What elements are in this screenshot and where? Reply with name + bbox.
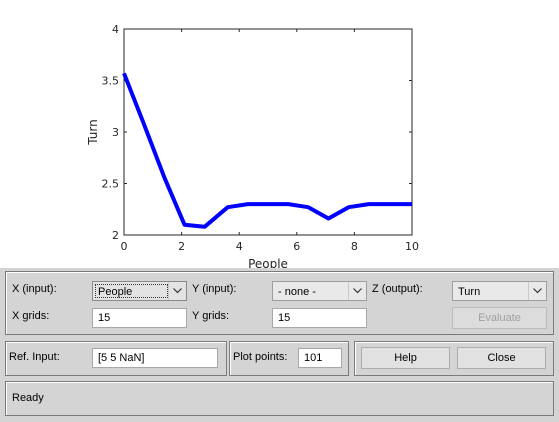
- x-tick-label: 10: [405, 240, 419, 253]
- control-area: X (input): People Y (input): - none - Z …: [0, 268, 559, 422]
- z-output-select-value: Turn: [458, 286, 481, 298]
- x-tick-label: 4: [236, 240, 243, 253]
- x-input-select[interactable]: People: [92, 281, 187, 301]
- x-tick-label: 2: [178, 240, 185, 253]
- x-input-focus-box: [95, 284, 168, 298]
- x-input-label: X (input):: [12, 283, 57, 295]
- x-input-select-value: People: [98, 286, 133, 298]
- x-tick-label: 6: [293, 240, 300, 253]
- evaluate-button[interactable]: Evaluate: [452, 307, 547, 329]
- chevron-down-icon[interactable]: [348, 282, 366, 300]
- y-tick-label: 2: [112, 229, 119, 242]
- y-input-label: Y (input):: [192, 283, 237, 295]
- buttons-panel: Help Close: [354, 341, 554, 376]
- z-output-select[interactable]: Turn: [452, 281, 547, 301]
- y-axis-label: Turn: [86, 119, 100, 145]
- status-text: Ready: [12, 392, 44, 404]
- y-tick-label: 3.5: [102, 75, 120, 88]
- x-tick-label: 8: [351, 240, 358, 253]
- plot-area: 0 2 4 6 8 10 2 2.5 3 3.5 4 People Turn: [86, 23, 419, 268]
- status-panel: Ready: [5, 381, 554, 416]
- plot-points-field[interactable]: 101: [298, 348, 342, 368]
- x-grids-field[interactable]: 15: [92, 308, 187, 328]
- x-tick-label: 0: [121, 240, 128, 253]
- z-output-label: Z (output):: [372, 283, 423, 295]
- y-tick-label: 4: [112, 23, 119, 36]
- y-tick-label: 2.5: [102, 178, 120, 191]
- plot-points-label: Plot points:: [233, 351, 288, 363]
- help-button[interactable]: Help: [361, 347, 450, 369]
- x-grids-label: X grids:: [12, 310, 50, 322]
- chevron-down-icon[interactable]: [168, 282, 186, 300]
- y-tick-label: 3: [112, 126, 119, 139]
- x-axis-label: People: [248, 257, 288, 268]
- plot-points-panel: Plot points: 101: [229, 341, 349, 376]
- y-input-select[interactable]: - none -: [272, 281, 367, 301]
- plot-frame: [123, 28, 413, 236]
- y-grids-field[interactable]: 15: [272, 308, 367, 328]
- chevron-down-icon[interactable]: [528, 282, 546, 300]
- y-grids-label: Y grids:: [192, 310, 230, 322]
- close-button[interactable]: Close: [457, 347, 546, 369]
- ref-input-label: Ref. Input:: [9, 351, 60, 363]
- ref-input-panel: Ref. Input: [5 5 NaN]: [5, 341, 227, 376]
- y-input-select-value: - none -: [278, 286, 316, 298]
- series-line: [122, 72, 412, 229]
- variable-panel: X (input): People Y (input): - none - Z …: [5, 271, 554, 335]
- ref-input-field[interactable]: [5 5 NaN]: [92, 348, 218, 368]
